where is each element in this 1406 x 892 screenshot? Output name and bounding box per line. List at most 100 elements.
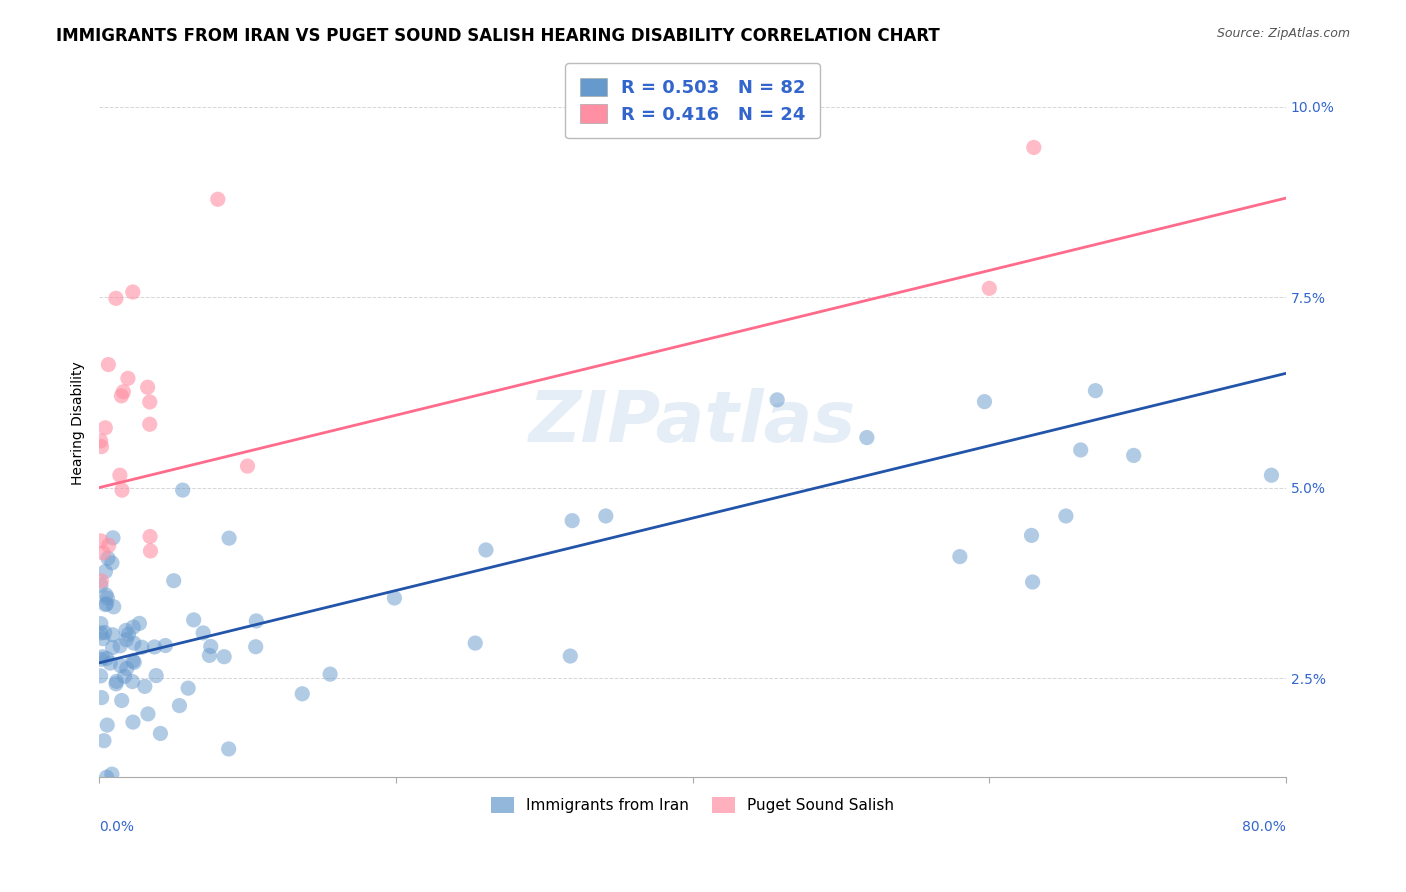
Immigrants from Iran (169, 698, 191, 713)
Immigrants from Iran (1054, 508, 1077, 523)
Puget Sound Salish (94, 421, 117, 435)
Puget Sound Salish (104, 291, 127, 305)
Immigrants from Iran (245, 614, 267, 628)
Immigrants from Iran (105, 677, 128, 691)
Immigrants from Iran (193, 626, 215, 640)
Immigrants from Iran (163, 574, 186, 588)
Immigrants from Iran (1070, 442, 1092, 457)
Puget Sound Salish (112, 384, 135, 399)
Immigrants from Iran (245, 640, 267, 654)
Immigrants from Iran (121, 674, 143, 689)
Immigrants from Iran (384, 591, 406, 605)
Immigrants from Iran (90, 578, 112, 592)
Immigrants from Iran (115, 661, 138, 675)
Puget Sound Salish (97, 539, 120, 553)
Puget Sound Salish (979, 281, 1001, 295)
Immigrants from Iran (90, 652, 112, 666)
Immigrants from Iran (1260, 468, 1282, 483)
Immigrants from Iran (949, 549, 972, 564)
Immigrants from Iran (96, 770, 118, 784)
Immigrants from Iran (117, 627, 139, 641)
Immigrants from Iran (973, 394, 995, 409)
Immigrants from Iran (145, 668, 167, 682)
Legend: Immigrants from Iran, Puget Sound Salish: Immigrants from Iran, Puget Sound Salish (485, 791, 900, 819)
Puget Sound Salish (136, 380, 159, 394)
Immigrants from Iran (105, 674, 128, 689)
Puget Sound Salish (236, 459, 259, 474)
Immigrants from Iran (115, 624, 138, 638)
Puget Sound Salish (111, 483, 134, 497)
Immigrants from Iran (172, 483, 194, 497)
Immigrants from Iran (319, 667, 342, 681)
Puget Sound Salish (90, 574, 112, 588)
Puget Sound Salish (90, 533, 112, 548)
Immigrants from Iran (94, 598, 117, 612)
Puget Sound Salish (117, 371, 139, 385)
Immigrants from Iran (291, 687, 314, 701)
Immigrants from Iran (115, 632, 138, 647)
Immigrants from Iran (108, 639, 131, 653)
Immigrants from Iran (103, 599, 125, 614)
Immigrants from Iran (560, 648, 582, 663)
Immigrants from Iran (96, 718, 118, 732)
Immigrants from Iran (96, 651, 118, 665)
Immigrants from Iran (111, 693, 134, 707)
Immigrants from Iran (93, 625, 115, 640)
Immigrants from Iran (475, 543, 498, 558)
Immigrants from Iran (122, 636, 145, 650)
Immigrants from Iran (90, 690, 112, 705)
Puget Sound Salish (139, 544, 162, 558)
Immigrants from Iran (122, 654, 145, 668)
Immigrants from Iran (136, 706, 159, 721)
Immigrants from Iran (200, 640, 222, 654)
Puget Sound Salish (90, 434, 112, 448)
Immigrants from Iran (183, 613, 205, 627)
Immigrants from Iran (134, 679, 156, 693)
Immigrants from Iran (101, 628, 124, 642)
Text: 80.0%: 80.0% (1241, 820, 1286, 834)
Immigrants from Iran (122, 715, 145, 730)
Immigrants from Iran (90, 616, 112, 631)
Immigrants from Iran (122, 656, 145, 670)
Immigrants from Iran (94, 565, 117, 579)
Immigrants from Iran (177, 681, 200, 695)
Immigrants from Iran (97, 551, 120, 566)
Immigrants from Iran (131, 640, 153, 655)
Immigrants from Iran (212, 649, 235, 664)
Immigrants from Iran (94, 588, 117, 602)
Immigrants from Iran (90, 626, 112, 640)
Immigrants from Iran (198, 648, 221, 663)
Immigrants from Iran (464, 636, 486, 650)
Immigrants from Iran (218, 742, 240, 756)
Immigrants from Iran (122, 620, 145, 634)
Puget Sound Salish (138, 417, 160, 432)
Immigrants from Iran (128, 616, 150, 631)
Immigrants from Iran (561, 514, 583, 528)
Puget Sound Salish (1022, 140, 1045, 154)
Immigrants from Iran (98, 656, 121, 670)
Immigrants from Iran (110, 658, 132, 673)
Puget Sound Salish (139, 529, 162, 543)
Text: 0.0%: 0.0% (100, 820, 134, 834)
Puget Sound Salish (108, 468, 131, 483)
Puget Sound Salish (110, 389, 132, 403)
Y-axis label: Hearing Disability: Hearing Disability (72, 361, 86, 484)
Immigrants from Iran (101, 531, 124, 545)
Puget Sound Salish (139, 395, 162, 409)
Immigrants from Iran (101, 767, 124, 781)
Puget Sound Salish (97, 358, 120, 372)
Puget Sound Salish (91, 546, 114, 560)
Puget Sound Salish (207, 192, 229, 206)
Immigrants from Iran (101, 640, 124, 655)
Immigrants from Iran (766, 392, 789, 407)
Immigrants from Iran (101, 556, 124, 570)
Immigrants from Iran (595, 508, 617, 523)
Puget Sound Salish (121, 285, 143, 299)
Text: Source: ZipAtlas.com: Source: ZipAtlas.com (1216, 27, 1350, 40)
Immigrants from Iran (1122, 449, 1144, 463)
Immigrants from Iran (93, 733, 115, 747)
Puget Sound Salish (90, 440, 112, 454)
Text: IMMIGRANTS FROM IRAN VS PUGET SOUND SALISH HEARING DISABILITY CORRELATION CHART: IMMIGRANTS FROM IRAN VS PUGET SOUND SALI… (56, 27, 941, 45)
Immigrants from Iran (218, 531, 240, 545)
Immigrants from Iran (96, 597, 118, 611)
